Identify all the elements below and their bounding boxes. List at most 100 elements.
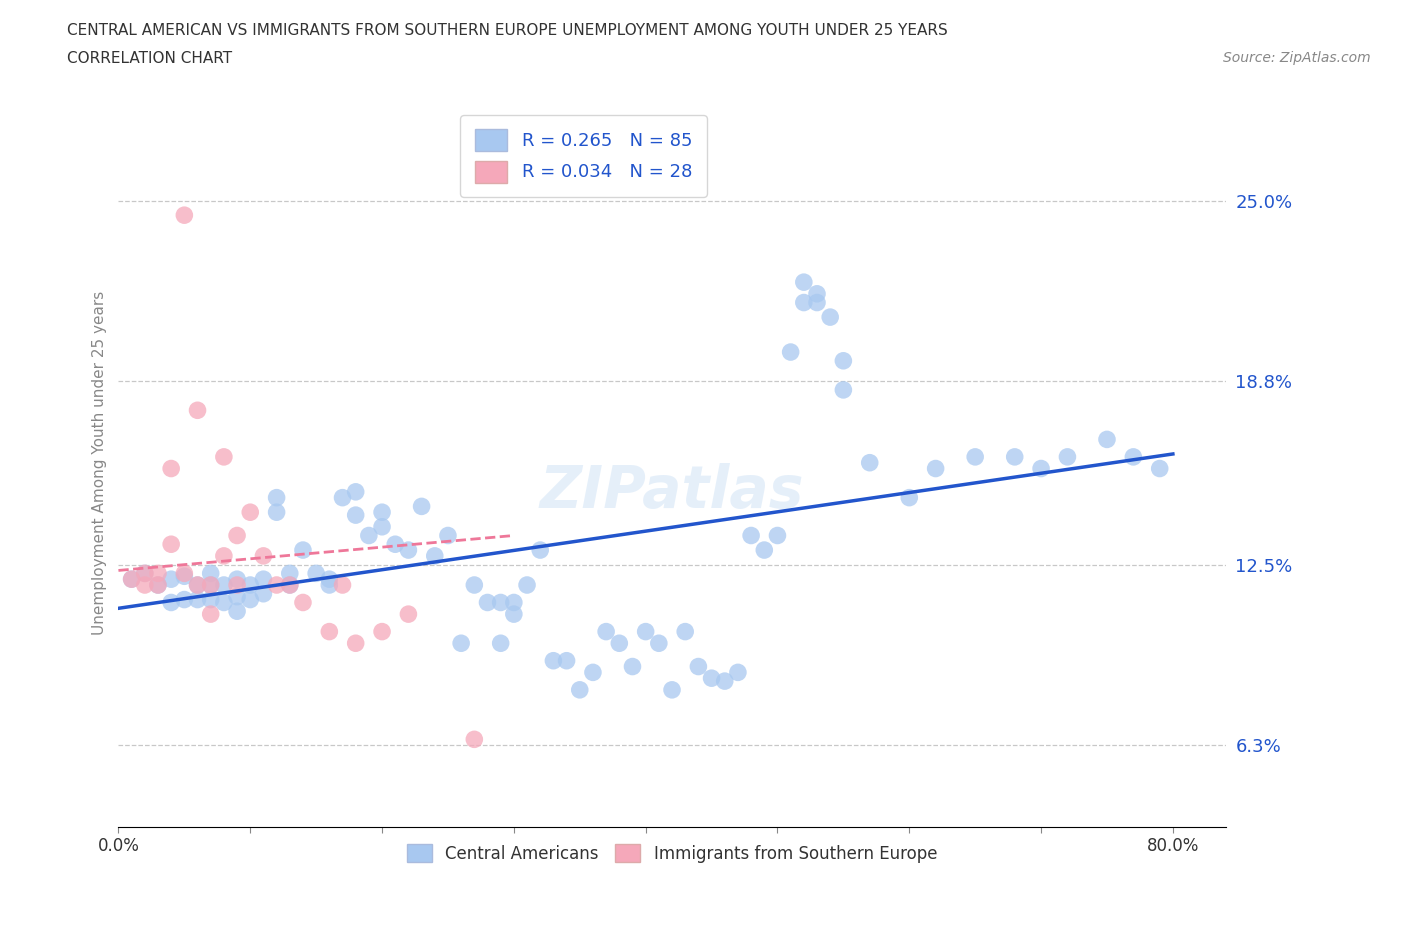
Legend: Central Americans, Immigrants from Southern Europe: Central Americans, Immigrants from South… xyxy=(401,837,943,870)
Point xyxy=(859,456,882,471)
Point xyxy=(146,578,169,592)
Point xyxy=(278,566,301,581)
Point xyxy=(332,578,354,592)
Point xyxy=(252,572,274,587)
Point xyxy=(200,566,222,581)
Point xyxy=(423,549,446,564)
Point xyxy=(226,572,249,587)
Point xyxy=(239,592,262,607)
Text: CENTRAL AMERICAN VS IMMIGRANTS FROM SOUTHERN EUROPE UNEMPLOYMENT AMONG YOUTH UND: CENTRAL AMERICAN VS IMMIGRANTS FROM SOUT… xyxy=(67,23,948,38)
Point xyxy=(898,490,921,505)
Text: Source: ZipAtlas.com: Source: ZipAtlas.com xyxy=(1223,51,1371,65)
Point xyxy=(463,578,485,592)
Point xyxy=(160,572,183,587)
Point xyxy=(146,566,169,581)
Point xyxy=(924,461,946,476)
Point xyxy=(186,592,208,607)
Point xyxy=(1122,449,1144,464)
Point xyxy=(278,578,301,592)
Point xyxy=(766,528,789,543)
Point xyxy=(212,578,235,592)
Point xyxy=(252,586,274,601)
Point xyxy=(713,673,735,688)
Point xyxy=(384,537,406,551)
Point xyxy=(582,665,605,680)
Point xyxy=(568,683,591,698)
Point xyxy=(186,403,208,418)
Point xyxy=(291,595,314,610)
Point xyxy=(318,572,340,587)
Point xyxy=(266,578,288,592)
Point xyxy=(396,542,419,557)
Point xyxy=(371,624,394,639)
Point xyxy=(357,528,380,543)
Point xyxy=(239,578,262,592)
Point xyxy=(160,537,183,551)
Point xyxy=(318,578,340,592)
Point xyxy=(529,542,551,557)
Point xyxy=(134,566,156,581)
Point xyxy=(226,578,249,592)
Point xyxy=(516,578,538,592)
Point xyxy=(291,542,314,557)
Point xyxy=(226,528,249,543)
Point xyxy=(661,683,683,698)
Point xyxy=(555,653,578,668)
Point xyxy=(226,604,249,618)
Point xyxy=(344,508,367,523)
Point xyxy=(595,624,617,639)
Point xyxy=(754,542,776,557)
Point xyxy=(793,274,815,289)
Point xyxy=(1004,449,1026,464)
Point xyxy=(146,578,169,592)
Point xyxy=(121,572,143,587)
Point xyxy=(305,566,328,581)
Point xyxy=(634,624,657,639)
Point xyxy=(832,353,855,368)
Point xyxy=(318,624,340,639)
Point xyxy=(806,295,828,310)
Point xyxy=(477,595,499,610)
Point xyxy=(489,595,512,610)
Point xyxy=(1095,432,1118,446)
Point xyxy=(727,665,749,680)
Point xyxy=(344,636,367,651)
Point xyxy=(1029,461,1052,476)
Point xyxy=(134,578,156,592)
Point xyxy=(489,636,512,651)
Text: CORRELATION CHART: CORRELATION CHART xyxy=(67,51,232,66)
Point xyxy=(450,636,472,651)
Point xyxy=(278,578,301,592)
Point xyxy=(621,659,644,674)
Point xyxy=(252,549,274,564)
Point xyxy=(411,498,433,513)
Point xyxy=(173,566,195,581)
Point xyxy=(173,207,195,222)
Point xyxy=(1149,461,1171,476)
Point xyxy=(648,636,671,651)
Point xyxy=(818,310,841,325)
Point xyxy=(793,295,815,310)
Point xyxy=(502,606,524,621)
Point xyxy=(806,286,828,301)
Point xyxy=(832,382,855,397)
Point xyxy=(173,592,195,607)
Point xyxy=(121,572,143,587)
Point xyxy=(212,595,235,610)
Point xyxy=(437,528,460,543)
Point xyxy=(200,606,222,621)
Y-axis label: Unemployment Among Youth under 25 years: Unemployment Among Youth under 25 years xyxy=(93,290,107,635)
Point xyxy=(160,595,183,610)
Point xyxy=(266,505,288,520)
Point xyxy=(239,505,262,520)
Point xyxy=(673,624,696,639)
Point xyxy=(344,485,367,499)
Point xyxy=(186,578,208,592)
Point xyxy=(371,519,394,534)
Point xyxy=(200,592,222,607)
Point xyxy=(779,345,801,360)
Text: ZIPatlas: ZIPatlas xyxy=(540,463,804,520)
Point xyxy=(212,449,235,464)
Point xyxy=(700,671,723,685)
Point xyxy=(186,578,208,592)
